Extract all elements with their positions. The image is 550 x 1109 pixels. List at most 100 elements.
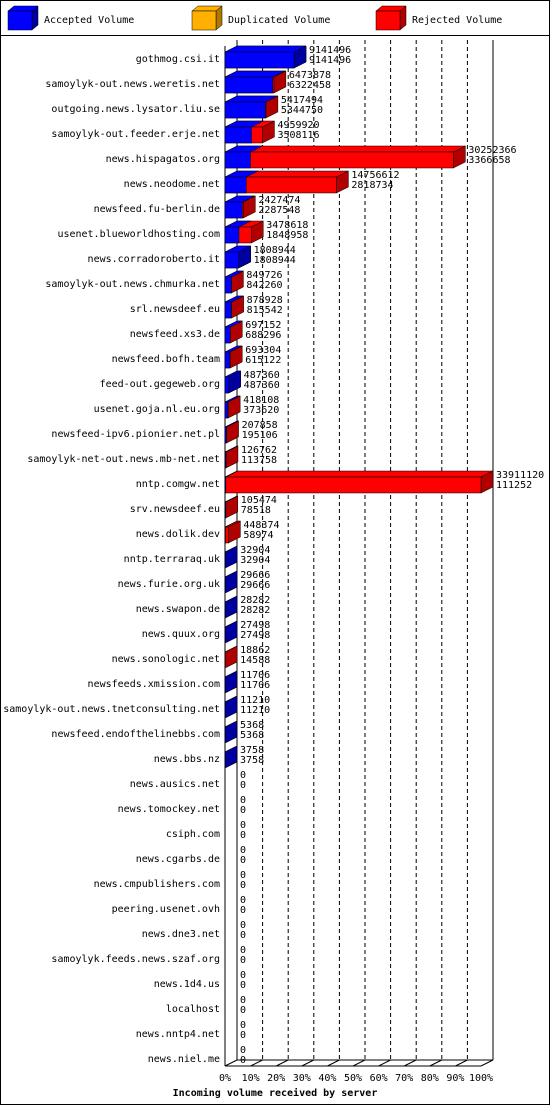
bar-front bbox=[225, 177, 246, 193]
y-tick-label: peering.usenet.ovh bbox=[112, 904, 220, 915]
x-tick-label: 90% bbox=[446, 1073, 464, 1084]
accepted-label: 9141496 bbox=[309, 55, 351, 66]
y-tick-label: srv.newsdeef.eu bbox=[130, 504, 220, 515]
accepted-label: 5368 bbox=[240, 730, 264, 741]
bar-front bbox=[225, 127, 251, 143]
bar-front bbox=[225, 202, 242, 218]
accepted-bar bbox=[225, 46, 306, 68]
y-tick-label: samoylyk-out.news.weretis.net bbox=[45, 79, 220, 90]
legend-label: Accepted Volume bbox=[44, 15, 134, 26]
accepted-label: 5344750 bbox=[281, 105, 323, 116]
y-tick-label: news.tomockey.net bbox=[118, 804, 220, 815]
x-tick-label: 80% bbox=[421, 1073, 439, 1084]
accepted-label: 3366658 bbox=[468, 155, 510, 166]
accepted-label: 0 bbox=[240, 855, 246, 866]
y-tick-label: samoylyk-out.news.chmurka.net bbox=[45, 279, 220, 290]
bar-front bbox=[225, 327, 230, 343]
accepted-label: 11210 bbox=[240, 705, 270, 716]
y-tick-label: csiph.com bbox=[166, 829, 220, 840]
accepted-label: 27498 bbox=[240, 630, 270, 641]
y-tick-label: newsfeed.xs3.de bbox=[130, 329, 220, 340]
legend-swatch bbox=[192, 11, 216, 30]
y-tick-label: gothmog.csi.it bbox=[136, 54, 220, 65]
bar-front bbox=[225, 152, 453, 168]
accepted-label: 1808944 bbox=[254, 255, 296, 266]
accepted-label: 0 bbox=[240, 805, 246, 816]
bar-front bbox=[225, 277, 231, 293]
legend-swatch bbox=[376, 11, 400, 30]
accepted-label: 14588 bbox=[240, 655, 270, 666]
y-tick-label: news.furie.org.uk bbox=[118, 579, 220, 590]
accepted-label: 0 bbox=[240, 905, 246, 916]
y-tick-label: newsfeeds.xmission.com bbox=[88, 679, 220, 690]
y-tick-label: news.dne3.net bbox=[142, 929, 220, 940]
accepted-label: 2818734 bbox=[351, 180, 393, 191]
y-tick-label: news.quux.org bbox=[142, 629, 220, 640]
y-tick-label: news.nntp4.net bbox=[136, 1029, 220, 1040]
y-tick-label: news.corradoroberto.it bbox=[88, 254, 220, 265]
x-tick-label: 30% bbox=[293, 1073, 311, 1084]
y-tick-label: news.dolik.dev bbox=[136, 529, 220, 540]
bar-front bbox=[225, 477, 226, 493]
x-tick-label: 50% bbox=[344, 1073, 362, 1084]
accepted-label: 113758 bbox=[241, 455, 277, 466]
x-tick-label: 40% bbox=[318, 1073, 336, 1084]
accepted-label: 0 bbox=[240, 955, 246, 966]
x-tick-label: 60% bbox=[370, 1073, 388, 1084]
accepted-label: 373620 bbox=[243, 405, 279, 416]
x-tick-label: 10% bbox=[242, 1073, 260, 1084]
accepted-label: 3508116 bbox=[277, 130, 319, 141]
accepted-label: 11706 bbox=[240, 680, 270, 691]
accepted-label: 58974 bbox=[243, 530, 273, 541]
y-tick-label: samoylyk-net-out.news.mb-net.net bbox=[27, 454, 220, 465]
accepted-label: 0 bbox=[240, 980, 246, 991]
y-tick-label: news.sonologic.net bbox=[112, 654, 220, 665]
y-tick-label: nntp.terraraq.uk bbox=[124, 554, 220, 565]
y-tick-label: usenet.blueworldhosting.com bbox=[57, 229, 220, 240]
accepted-label: 29666 bbox=[240, 580, 270, 591]
accepted-label: 615122 bbox=[245, 355, 281, 366]
accepted-label: 78518 bbox=[241, 505, 271, 516]
legend-label: Duplicated Volume bbox=[228, 15, 330, 26]
accepted-label: 28282 bbox=[240, 605, 270, 616]
bar-front bbox=[225, 377, 229, 393]
bar-top bbox=[225, 46, 306, 52]
y-tick-label: samoylyk.feeds.news.szaf.org bbox=[51, 954, 220, 965]
accepted-label: 0 bbox=[240, 830, 246, 841]
x-tick-label: 0% bbox=[219, 1073, 231, 1084]
bar-front bbox=[225, 402, 228, 418]
x-tick-label: 100% bbox=[469, 1073, 493, 1084]
y-tick-label: news.swapon.de bbox=[136, 604, 220, 615]
bar-front bbox=[225, 452, 226, 468]
bar-front bbox=[225, 502, 226, 518]
total-bar bbox=[225, 146, 465, 168]
accepted-label: 0 bbox=[240, 880, 246, 891]
y-tick-label: srl.newsdeef.eu bbox=[130, 304, 220, 315]
y-tick-label: news.ausics.net bbox=[130, 779, 220, 790]
bar-front bbox=[225, 227, 239, 243]
accepted-label: 6322458 bbox=[289, 80, 331, 91]
y-tick-label: newsfeed-ipv6.pionier.net.pl bbox=[51, 429, 220, 440]
y-tick-label: news.cmpublishers.com bbox=[94, 879, 220, 890]
y-tick-label: usenet.goja.nl.eu.org bbox=[94, 404, 220, 415]
bar-front bbox=[225, 302, 231, 318]
legend-swatch bbox=[8, 11, 32, 30]
accepted-label: 0 bbox=[240, 1055, 246, 1066]
bar-front bbox=[225, 252, 239, 268]
y-tick-label: samoylyk-out.feeder.erje.net bbox=[51, 129, 220, 140]
accepted-label: 688296 bbox=[245, 330, 281, 341]
y-tick-label: news.hispagatos.org bbox=[106, 154, 220, 165]
y-tick-label: outgoing.news.lysator.liu.se bbox=[51, 104, 220, 115]
bar-front bbox=[225, 427, 226, 443]
accepted-label: 487360 bbox=[244, 380, 280, 391]
accepted-label: 1848958 bbox=[266, 230, 308, 241]
accepted-label: 842260 bbox=[246, 280, 282, 291]
x-tick-label: 20% bbox=[267, 1073, 285, 1084]
y-tick-label: news.cgarbs.de bbox=[136, 854, 220, 865]
accepted-label: 2287548 bbox=[258, 205, 300, 216]
y-tick-label: news.neodome.net bbox=[124, 179, 220, 190]
y-tick-label: news.bbs.nz bbox=[154, 754, 220, 765]
bar-front bbox=[225, 152, 250, 168]
legend-label: Rejected Volume bbox=[412, 15, 502, 26]
